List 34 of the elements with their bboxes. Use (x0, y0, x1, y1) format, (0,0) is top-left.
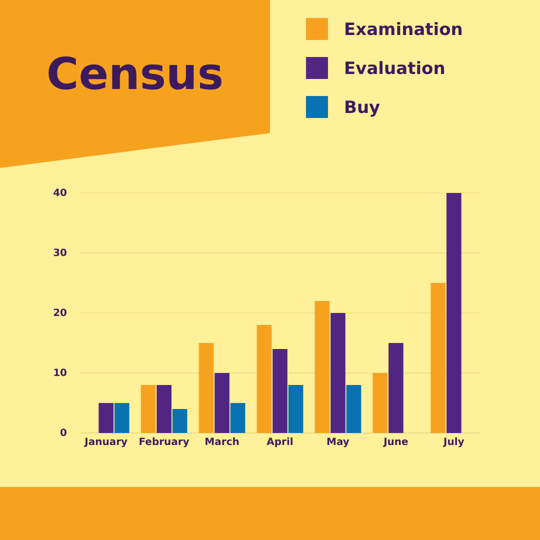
legend-label: Buy (344, 98, 380, 118)
bar (430, 283, 446, 433)
bar (214, 373, 230, 433)
x-tick-label: April (266, 437, 294, 448)
bar (272, 349, 288, 433)
y-tick-label: 0 (60, 428, 68, 440)
bar (288, 385, 304, 433)
bar (314, 301, 330, 433)
chart-title: Census (46, 49, 224, 100)
y-tick-label: 40 (53, 188, 68, 200)
bar (256, 325, 272, 433)
legend-label: Examination (344, 20, 463, 40)
x-tick-label: February (138, 437, 190, 448)
x-tick-label: July (442, 437, 465, 448)
x-tick-label: June (382, 437, 409, 448)
bar (230, 403, 246, 433)
bar (346, 385, 362, 433)
x-tick-label: March (204, 437, 240, 448)
y-tick-label: 10 (53, 368, 68, 380)
bar (114, 403, 130, 433)
bar (330, 313, 346, 433)
bar (140, 385, 156, 433)
bar (98, 403, 114, 433)
x-tick-label: January (84, 437, 128, 448)
legend-label: Evaluation (344, 59, 446, 79)
y-tick-label: 20 (53, 308, 68, 320)
bar (172, 409, 188, 433)
x-tick-label: May (326, 437, 350, 448)
bar (198, 343, 214, 433)
y-tick-label: 30 (53, 248, 68, 260)
bar (446, 193, 462, 433)
bar (372, 373, 388, 433)
bar (388, 343, 404, 433)
bar (156, 385, 172, 433)
